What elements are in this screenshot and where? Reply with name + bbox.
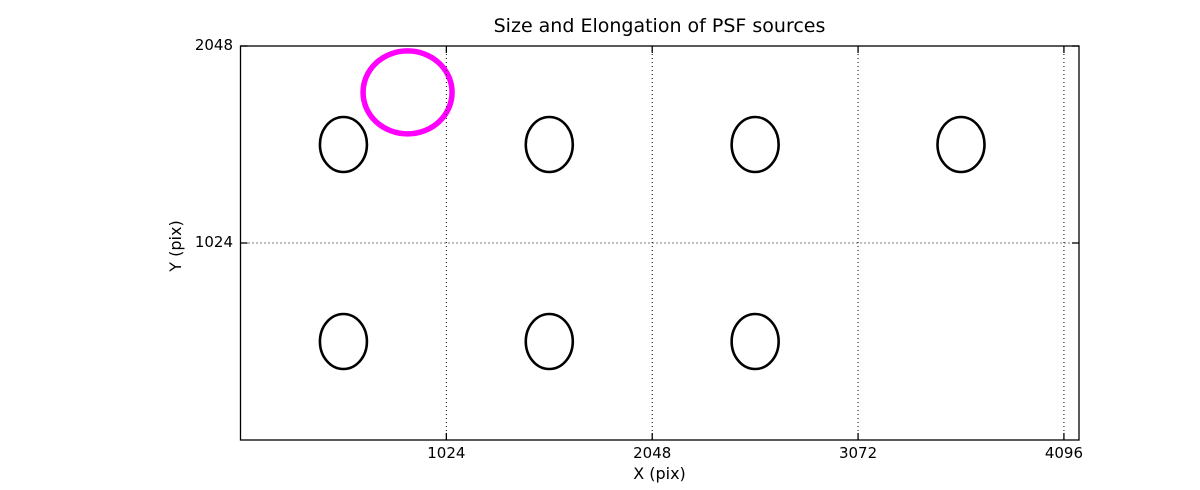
x-tick-label: 4096	[1044, 444, 1084, 462]
psf-source-ellipse	[524, 312, 575, 371]
psf-source-ellipse	[524, 115, 575, 174]
reference-circle	[360, 48, 455, 137]
psf-source-ellipse	[318, 115, 369, 174]
psf-source-ellipse	[730, 115, 780, 174]
y-tick-label: 2048	[194, 36, 233, 54]
psf-source-ellipse	[936, 115, 986, 174]
psf-source-ellipse	[318, 312, 369, 371]
x-tick-label: 1024	[427, 444, 466, 462]
x-axis-label: X (pix)	[633, 464, 686, 483]
psf-source-ellipse	[730, 312, 780, 371]
x-tick-label: 3072	[838, 444, 878, 462]
x-tick-label: 2048	[633, 444, 672, 462]
y-tick-label: 1024	[194, 233, 233, 251]
chart-title: Size and Elongation of PSF sources	[493, 15, 826, 37]
